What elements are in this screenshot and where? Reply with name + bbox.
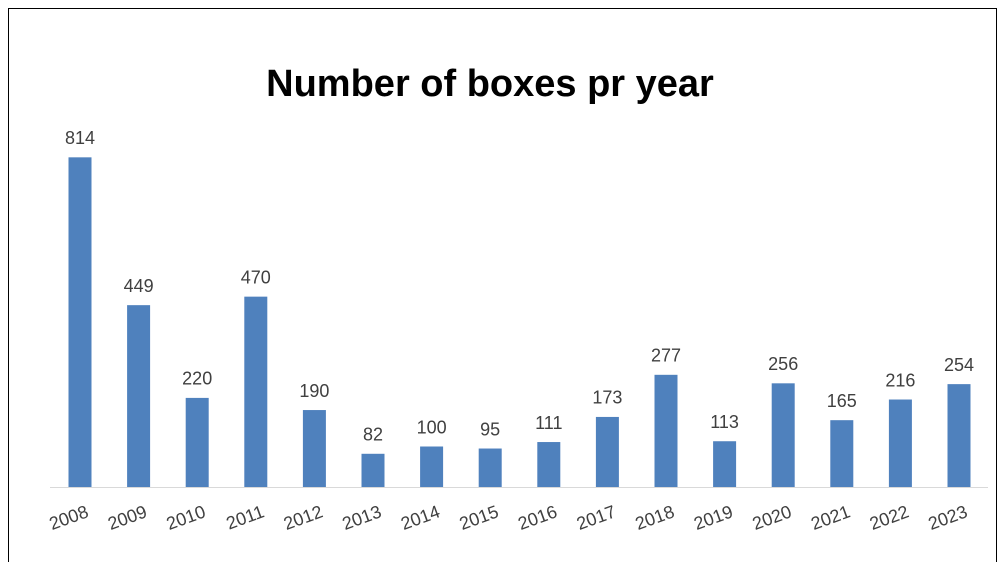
data-label: 190 [299, 381, 329, 401]
data-label: 165 [827, 391, 857, 411]
x-tick-label: 2014 [398, 501, 442, 533]
chart-frame [8, 8, 997, 567]
bar [420, 446, 444, 487]
x-tick-label: 2019 [691, 501, 735, 533]
bar [713, 441, 737, 487]
bar [361, 453, 385, 487]
x-tick-label: 2022 [867, 501, 911, 533]
x-tick-label: 2016 [515, 501, 559, 533]
x-tick-label: 2023 [926, 501, 970, 533]
bar [68, 157, 92, 487]
data-label: 814 [65, 128, 95, 148]
bar [947, 384, 971, 487]
data-label: 111 [535, 413, 562, 433]
bar [244, 296, 268, 487]
x-tick-label: 2020 [750, 501, 794, 533]
x-tick-label: 2021 [808, 501, 852, 533]
x-tick-label: 2010 [164, 501, 208, 533]
x-tick-label: 2017 [574, 501, 618, 533]
x-tick-label: 2009 [105, 501, 149, 533]
x-tick-label: 2018 [633, 501, 677, 533]
bar [830, 420, 854, 487]
bar [771, 383, 795, 487]
bar [537, 442, 561, 487]
x-tick-label: 2013 [340, 501, 384, 533]
x-tick-label: 2012 [281, 501, 325, 533]
data-label: 256 [768, 354, 798, 374]
data-label: 173 [592, 388, 622, 408]
bar [127, 305, 151, 487]
data-label: 449 [124, 276, 154, 296]
data-label: 220 [182, 369, 212, 389]
x-tick-label: 2015 [457, 501, 501, 533]
data-label: 95 [480, 419, 500, 439]
x-tick-label: 2008 [47, 501, 91, 533]
x-tick-label: 2011 [224, 501, 267, 533]
bar [888, 399, 912, 487]
data-label: 216 [885, 370, 915, 390]
data-label: 470 [241, 267, 271, 287]
bar [478, 448, 502, 487]
bar [595, 416, 619, 487]
bar [302, 410, 326, 487]
data-label: 82 [363, 425, 383, 445]
data-label: 100 [417, 417, 447, 437]
bar [654, 374, 678, 487]
data-label: 277 [651, 346, 681, 366]
data-label: 254 [944, 355, 974, 375]
bar [185, 397, 209, 487]
data-label: 113 [710, 412, 739, 432]
chart-title: Number of boxes pr year [266, 63, 714, 105]
